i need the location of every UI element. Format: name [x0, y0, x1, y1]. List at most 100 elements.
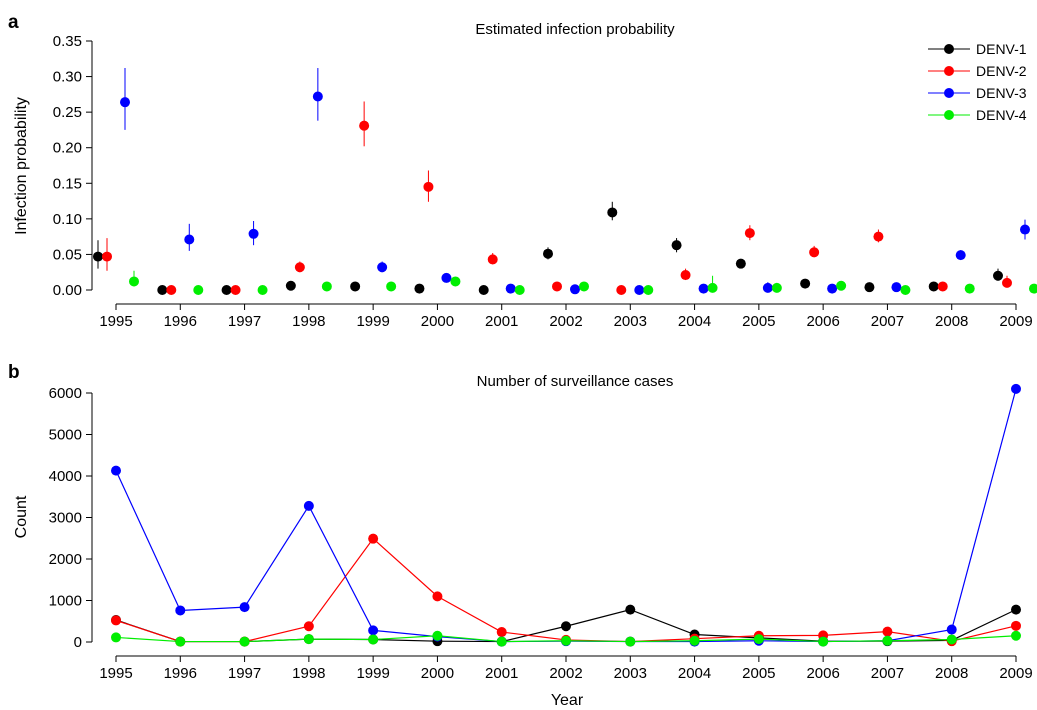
- point-denv-1: [1011, 604, 1021, 615]
- point-denv-3: [368, 625, 379, 636]
- x-tick-label: 1995: [99, 665, 132, 682]
- legend-label-denv-3: DENV-3: [976, 85, 1027, 101]
- point-denv-4: [561, 635, 571, 646]
- point-denv-4: [432, 630, 443, 641]
- point-denv-3: [891, 282, 902, 293]
- panel-b-y-axis-label: Count: [13, 495, 30, 538]
- point-denv-1: [993, 270, 1003, 281]
- x-tick-label: 1997: [228, 665, 261, 682]
- point-denv-4: [496, 636, 507, 647]
- x-tick-label: 2005: [742, 665, 775, 682]
- x-tick-label: 2004: [678, 313, 711, 330]
- x-tick-label: 2002: [549, 313, 582, 330]
- point-denv-1: [864, 282, 875, 293]
- point-denv-4: [175, 636, 186, 647]
- point-denv-4: [1029, 283, 1037, 294]
- point-denv-3: [827, 283, 838, 294]
- x-tick-label: 1997: [228, 313, 261, 330]
- point-denv-1: [928, 281, 939, 292]
- x-tick-label: 1998: [292, 313, 325, 330]
- x-tick-label: 2008: [935, 665, 968, 682]
- x-tick-label: 2009: [999, 665, 1032, 682]
- point-denv-3: [175, 605, 186, 616]
- panel-b-label: b: [8, 362, 20, 383]
- y-tick-label: 5000: [49, 427, 82, 444]
- point-denv-3: [634, 285, 645, 295]
- panel-a-infection-probability: a Estimated infection probability Infect…: [8, 12, 1037, 330]
- y-tick-label: 0.20: [53, 140, 82, 157]
- panel-b-surveillance-cases: b Number of surveillance cases Count Yea…: [8, 362, 1033, 709]
- panel-b-axes: 0 1000 2000 3000 4000 5000 6000 1995 1996 1997 199…: [49, 385, 1033, 682]
- x-tick-label: 2003: [614, 313, 647, 330]
- point-denv-3: [946, 624, 957, 635]
- point-denv-4: [689, 635, 700, 646]
- x-tick-label: 2006: [806, 313, 839, 330]
- y-tick-label: 4000: [49, 468, 82, 485]
- point-denv-4: [111, 632, 121, 643]
- x-tick-label: 2004: [678, 665, 711, 682]
- point-denv-1: [221, 285, 232, 295]
- x-tick-label: 2007: [871, 665, 904, 682]
- y-tick-label: 0.10: [53, 211, 82, 228]
- point-denv-1: [285, 280, 296, 291]
- point-denv-2: [166, 285, 177, 295]
- point-denv-1: [671, 240, 682, 251]
- point-denv-2: [432, 591, 443, 602]
- point-denv-1: [543, 248, 553, 259]
- x-tick-label: 2001: [485, 313, 518, 330]
- legend-marker-denv-2: [944, 66, 954, 76]
- point-denv-4: [964, 283, 975, 294]
- panel-b-marks: [111, 383, 1021, 647]
- point-denv-4: [514, 285, 525, 295]
- x-tick-label: 1999: [356, 313, 389, 330]
- point-denv-3: [248, 228, 259, 239]
- x-tick-label: 1998: [292, 665, 325, 682]
- point-denv-2: [873, 231, 884, 242]
- point-denv-4: [1011, 630, 1021, 641]
- point-denv-3: [1020, 224, 1030, 235]
- point-denv-3: [312, 91, 323, 102]
- point-denv-2: [882, 626, 893, 637]
- point-denv-4: [450, 276, 461, 287]
- point-denv-2: [359, 120, 370, 131]
- point-denv-1: [561, 621, 571, 632]
- panel-b-x-axis-label: Year: [551, 692, 584, 709]
- point-denv-4: [386, 281, 397, 292]
- x-tick-label: 1996: [164, 665, 197, 682]
- point-denv-1: [478, 285, 489, 295]
- point-denv-4: [707, 282, 718, 293]
- point-denv-2: [102, 251, 112, 262]
- point-denv-3: [955, 250, 966, 261]
- x-tick-label: 2000: [421, 665, 454, 682]
- y-tick-label: 3000: [49, 510, 82, 527]
- panel-a-title: Estimated infection probability: [475, 21, 675, 38]
- point-denv-1: [625, 604, 636, 615]
- x-tick-label: 1996: [164, 313, 197, 330]
- point-denv-3: [441, 272, 452, 283]
- point-denv-4: [882, 635, 893, 646]
- point-denv-4: [303, 634, 314, 645]
- point-denv-1: [350, 281, 361, 292]
- point-denv-4: [257, 285, 268, 295]
- x-tick-label: 1995: [99, 313, 132, 330]
- x-tick-label: 2001: [485, 665, 518, 682]
- y-tick-label: 0.25: [53, 104, 82, 121]
- legend-label-denv-2: DENV-2: [976, 63, 1027, 79]
- y-tick-label: 0.05: [53, 246, 82, 263]
- point-denv-3: [698, 283, 709, 294]
- panel-a-label: a: [8, 12, 19, 33]
- x-tick-label: 2003: [614, 665, 647, 682]
- y-tick-label: 0.30: [53, 69, 82, 86]
- point-denv-2: [487, 254, 498, 265]
- point-denv-2: [552, 281, 562, 292]
- point-denv-2: [680, 270, 691, 281]
- panel-a-axes: 0.00 0.05 0.10 0.15 0.20 0.25 0.30 0.35 1995 1996…: [53, 33, 1033, 330]
- point-denv-4: [129, 276, 139, 287]
- point-denv-2: [496, 627, 507, 638]
- point-denv-3: [505, 283, 516, 294]
- y-tick-label: 1000: [49, 593, 82, 610]
- point-denv-4: [946, 634, 957, 645]
- y-tick-label: 0.35: [53, 33, 82, 50]
- point-denv-3: [303, 500, 314, 511]
- point-denv-4: [579, 281, 589, 292]
